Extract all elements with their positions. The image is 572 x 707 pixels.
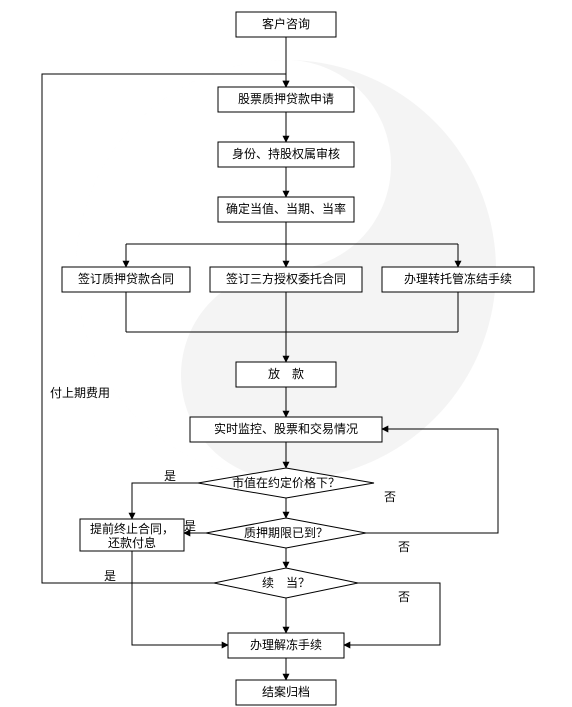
node-early-terminate: 提前终止合同， 还款付息 bbox=[80, 519, 184, 551]
svg-text:确定当值、当期、当率: 确定当值、当期、当率 bbox=[226, 201, 346, 216]
svg-text:放 款: 放 款 bbox=[268, 366, 304, 381]
svg-text:提前终止合同，: 提前终止合同， bbox=[90, 521, 174, 536]
node-unfreeze: 办理解冻手续 bbox=[228, 633, 344, 658]
svg-text:办理解冻手续: 办理解冻手续 bbox=[250, 637, 322, 652]
node-customer-inquiry: 客户咨询 bbox=[236, 12, 336, 37]
svg-text:结案归档: 结案归档 bbox=[262, 684, 310, 699]
svg-text:身份、持股权属审核: 身份、持股权属审核 bbox=[232, 146, 340, 161]
svg-text:质押期限已到？: 质押期限已到？ bbox=[244, 526, 328, 540]
svg-text:办理转托管冻结手续: 办理转托管冻结手续 bbox=[404, 271, 512, 286]
label-feedback: 付上期费用 bbox=[50, 386, 110, 400]
label-d2-no: 否 bbox=[398, 540, 410, 554]
svg-text:还款付息: 还款付息 bbox=[108, 535, 156, 550]
svg-text:市值在约定价格下？: 市值在约定价格下？ bbox=[232, 475, 340, 490]
node-transfer-custody-freeze: 办理转托管冻结手续 bbox=[382, 267, 534, 292]
node-determine-terms: 确定当值、当期、当率 bbox=[218, 197, 354, 222]
label-d2-yes: 是 bbox=[184, 519, 196, 533]
decision-renew: 续 当？ bbox=[214, 568, 358, 598]
label-d1-no: 否 bbox=[384, 490, 396, 504]
svg-text:签订质押贷款合同: 签订质押贷款合同 bbox=[78, 271, 174, 286]
node-sign-pledge-contract: 签订质押贷款合同 bbox=[62, 267, 190, 292]
decision-term-due: 质押期限已到？ bbox=[206, 518, 366, 548]
decision-price-below: 市值在约定价格下？ bbox=[198, 468, 374, 498]
svg-text:签订三方授权委托合同: 签订三方授权委托合同 bbox=[226, 271, 346, 286]
svg-text:股票质押贷款申请: 股票质押贷款申请 bbox=[238, 92, 334, 106]
node-loan-application: 股票质押贷款申请 bbox=[218, 87, 354, 112]
svg-text:客户咨询: 客户咨询 bbox=[262, 16, 310, 31]
svg-text:实时监控、股票和交易情况: 实时监控、股票和交易情况 bbox=[214, 421, 358, 436]
node-sign-tripartite-contract: 签订三方授权委托合同 bbox=[210, 267, 362, 292]
node-identity-review: 身份、持股权属审核 bbox=[218, 142, 354, 167]
label-d3-yes: 是 bbox=[104, 569, 116, 583]
node-archive: 结案归档 bbox=[236, 680, 336, 705]
label-d3-no: 否 bbox=[398, 590, 410, 604]
label-d1-yes: 是 bbox=[164, 469, 176, 483]
svg-text:续 当？: 续 当？ bbox=[262, 576, 310, 590]
node-disburse-loan: 放 款 bbox=[236, 362, 336, 387]
node-realtime-monitor: 实时监控、股票和交易情况 bbox=[190, 417, 382, 442]
